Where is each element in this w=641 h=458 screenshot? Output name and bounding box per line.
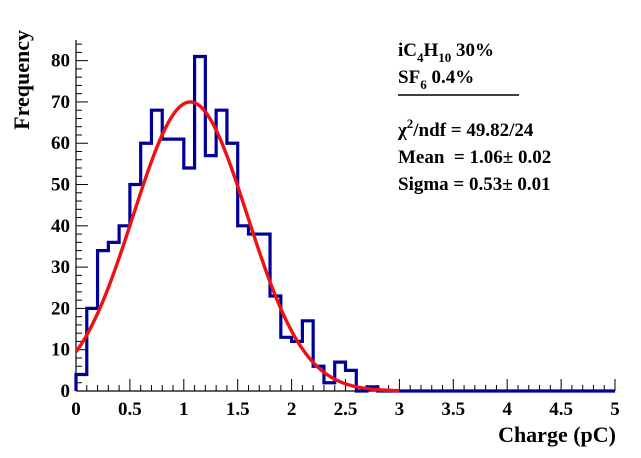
x-tick-label: 0.5 xyxy=(118,399,142,420)
y-ticks: 0 10 20 30 40 50 60 70 80 xyxy=(51,43,88,402)
x-tick-label: 2.5 xyxy=(334,399,358,420)
x-tick-label: 5 xyxy=(610,399,620,420)
y-tick-label: 70 xyxy=(51,92,70,113)
x-ticks: 0 0.5 1 1.5 2 2.5 3 3.5 4 4.5 5 xyxy=(71,379,620,420)
y-tick-label: 10 xyxy=(51,340,70,361)
y-tick-label: 20 xyxy=(51,298,70,319)
axes xyxy=(75,40,615,392)
y-tick-label: 60 xyxy=(51,133,70,154)
legend-chi2: χ2/ndf = 49.82/24 xyxy=(397,116,534,141)
x-tick-label: 4 xyxy=(502,399,512,420)
x-axis-title: Charge (pC) xyxy=(498,422,616,447)
histogram-series xyxy=(74,54,615,393)
legend-gas-line-1: iC4H10 30% xyxy=(398,40,494,65)
x-tick-label: 0 xyxy=(71,399,81,420)
y-tick-label: 50 xyxy=(51,175,70,196)
y-tick-label: 80 xyxy=(51,51,70,72)
x-tick-label: 1.5 xyxy=(226,399,250,420)
legend-gas-line-2: SF6 0.4% xyxy=(398,67,474,92)
y-tick-label: 40 xyxy=(51,216,70,237)
gaussian-fit-curve xyxy=(74,100,400,393)
x-tick-label: 3 xyxy=(395,399,405,420)
x-tick-label: 3.5 xyxy=(441,399,465,420)
y-axis-title: Frequency xyxy=(9,30,34,130)
x-tick-label: 4.5 xyxy=(549,399,573,420)
legend-mean: Mean = 1.06± 0.02 xyxy=(398,147,551,168)
y-tick-label: 0 xyxy=(61,381,71,402)
y-tick-label: 30 xyxy=(51,257,70,278)
fit-legend: iC4H10 30% SF6 0.4% χ2/ndf = 49.82/24 Me… xyxy=(397,40,551,195)
legend-sigma: Sigma = 0.53± 0.01 xyxy=(398,174,551,195)
x-tick-label: 2 xyxy=(287,399,297,420)
x-tick-label: 1 xyxy=(179,399,189,420)
